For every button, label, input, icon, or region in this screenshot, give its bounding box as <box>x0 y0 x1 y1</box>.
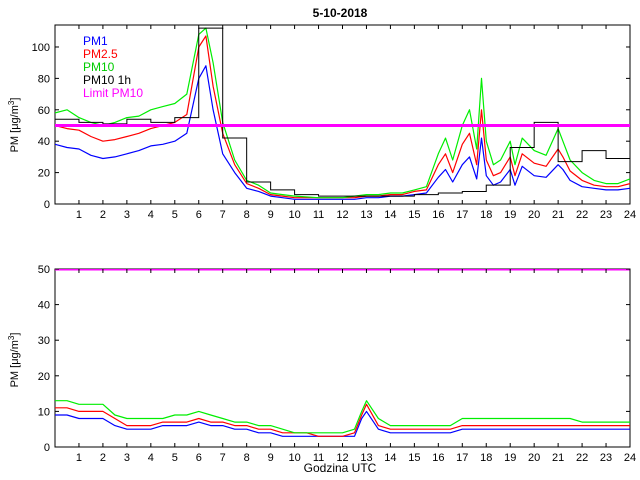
x-tick-label: 1 <box>76 209 82 221</box>
series-group-top <box>55 27 630 200</box>
x-tick-label: 14 <box>384 209 396 221</box>
y-tick-label: 0 <box>44 199 50 211</box>
x-tick-label: 7 <box>220 452 226 464</box>
x-tick-label: 11 <box>313 209 324 221</box>
x-tick-label: 4 <box>148 452 154 464</box>
x-tick-label: 4 <box>148 209 154 221</box>
x-tick-label: 2 <box>100 209 106 221</box>
figure-title: 5-10-2018 <box>313 6 368 20</box>
legend-item-pm10: PM10 <box>83 60 115 74</box>
x-tick-label: 5 <box>172 209 178 221</box>
y-axis-label-top: PM [μg/m3] <box>7 98 21 153</box>
x-tick-label: 5 <box>172 452 178 464</box>
x-tick-label: 16 <box>432 452 444 464</box>
x-tick-label: 24 <box>624 452 636 464</box>
x-tick-label: 15 <box>408 452 420 464</box>
plot-area-top: 1 2 3 4 5 6 7 8 9 10 11 12 13 14 15 16 17 18 19 20 21 22 23 240… <box>32 24 636 221</box>
y-tick-label: 30 <box>38 335 50 347</box>
x-tick-label: 17 <box>456 209 468 221</box>
y-axis-label-bottom-end: ] <box>9 333 21 336</box>
x-tick-label: 12 <box>336 209 348 221</box>
series-line-pm1-bottom <box>55 410 630 437</box>
legend-item-pm10-1h: PM10 1h <box>83 73 131 87</box>
series-line-pm10-1h-top <box>55 27 630 197</box>
y-tick-label: 40 <box>38 300 50 312</box>
y-tick-label: 20 <box>38 168 50 180</box>
y-tick-label: 60 <box>38 105 50 117</box>
x-tick-label: 21 <box>552 452 564 464</box>
x-tick-label: 8 <box>244 209 250 221</box>
chart-top: 1 2 3 4 5 6 7 8 9 10 11 12 13 14 15 16 17 18 19 20 21 22 23 240… <box>7 24 636 221</box>
legend: PM1 PM2.5 PM10 PM10 1h Limit PM10 <box>83 34 143 100</box>
x-tick-label: 11 <box>313 452 324 464</box>
x-tick-label: 20 <box>528 452 540 464</box>
x-tick-label: 23 <box>600 209 612 221</box>
x-tick-label: 13 <box>360 452 372 464</box>
x-tick-label: 6 <box>196 209 202 221</box>
x-tick-label: 15 <box>408 209 420 221</box>
x-tick-label: 22 <box>576 209 588 221</box>
y-axis-label-top-end: ] <box>9 98 21 101</box>
plot-area-bottom: 1 2 3 4 5 6 7 8 9 10 11 12 13 14 15 16 17 18 19 20 21 22 23 240… <box>38 264 636 464</box>
y-tick-label: 40 <box>38 136 50 148</box>
x-tick-label: 23 <box>600 452 612 464</box>
x-tick-label: 24 <box>624 209 636 221</box>
x-tick-label: 19 <box>504 452 516 464</box>
series-line-pm10-top <box>55 27 630 199</box>
y-axis-label-top-main: PM [μg/m <box>9 105 21 152</box>
x-tick-label: 6 <box>196 452 202 464</box>
x-tick-label: 1 <box>76 452 82 464</box>
series-line-pm1-top <box>55 65 630 200</box>
legend-item-pm25: PM2.5 <box>83 47 118 61</box>
x-tick-label: 20 <box>528 209 540 221</box>
y-tick-label: 10 <box>38 406 50 418</box>
y-axis-label-top-sup: 3 <box>7 100 16 105</box>
x-tick-label: 3 <box>124 209 130 221</box>
y-axis-label-bottom-main: PM [μg/m <box>9 340 21 387</box>
y-axis-label-bottom: PM [μg/m3] <box>7 333 21 388</box>
axes-box-bottom <box>54 268 631 448</box>
legend-item-pm1: PM1 <box>83 34 108 48</box>
x-tick-label: 13 <box>360 209 372 221</box>
x-tick-label: 10 <box>288 209 300 221</box>
x-tick-label: 8 <box>244 452 250 464</box>
x-tick-label: 2 <box>100 452 106 464</box>
x-tick-label: 22 <box>576 452 588 464</box>
y-axis-label-bottom-sup: 3 <box>7 335 16 340</box>
series-line-pm2-5-bottom <box>55 403 630 437</box>
x-tick-label: 7 <box>220 209 226 221</box>
series-line-pm2-5-top <box>55 35 630 199</box>
x-tick-label: 19 <box>504 209 516 221</box>
y-tick-label: 100 <box>32 42 50 54</box>
y-tick-label: 50 <box>38 264 50 276</box>
x-axis-label: Godzina UTC <box>304 461 377 475</box>
x-tick-label: 9 <box>268 452 274 464</box>
chart-bottom: 1 2 3 4 5 6 7 8 9 10 11 12 13 14 15 16 17 18 19 20 21 22 23 240… <box>7 264 636 475</box>
y-tick-label: 20 <box>38 371 50 383</box>
x-tick-label: 18 <box>480 209 492 221</box>
legend-item-limit-pm10: Limit PM10 <box>83 86 143 100</box>
x-tick-label: 17 <box>456 452 468 464</box>
x-tick-label: 14 <box>384 452 396 464</box>
x-tick-label: 9 <box>268 209 274 221</box>
series-line-pm10-bottom <box>55 400 630 434</box>
x-tick-label: 3 <box>124 452 130 464</box>
y-tick-label: 80 <box>38 73 50 85</box>
series-group-bottom <box>55 269 630 437</box>
x-tick-label: 21 <box>552 209 564 221</box>
x-tick-label: 16 <box>432 209 444 221</box>
x-tick-label: 10 <box>288 452 300 464</box>
x-tick-label: 12 <box>336 452 348 464</box>
x-tick-label: 18 <box>480 452 492 464</box>
y-tick-label: 0 <box>44 442 50 454</box>
